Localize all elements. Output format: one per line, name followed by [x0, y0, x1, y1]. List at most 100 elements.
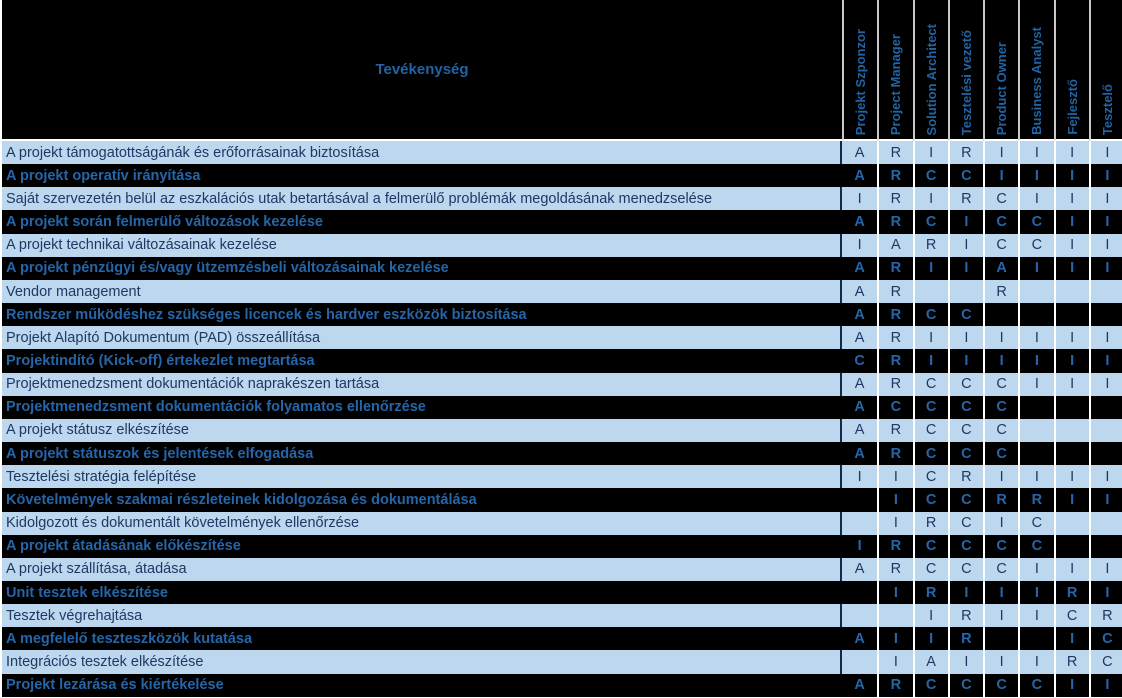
raci-cell: R: [912, 580, 948, 605]
raci-cell: I: [983, 326, 1019, 350]
raci-cell: C: [983, 557, 1019, 581]
raci-cell: I: [1053, 164, 1089, 188]
activity-cell: A projekt szállítása, átadása: [2, 557, 842, 581]
raci-cell: [1053, 418, 1089, 443]
raci-cell: C: [983, 534, 1019, 558]
raci-cell: I: [1018, 650, 1054, 674]
raci-cell: C: [912, 395, 948, 419]
raci-cell: I: [877, 511, 913, 535]
table-row: Projekt Alapító Dokumentum (PAD) összeál…: [2, 326, 1122, 350]
raci-cell: I: [912, 627, 948, 651]
raci-cell: A: [842, 557, 878, 581]
raci-cell: C: [983, 395, 1019, 419]
raci-cell: R: [1018, 488, 1054, 512]
table-row: Projektmenedzsment dokumentációk folyama…: [2, 395, 1122, 419]
raci-cell: I: [983, 164, 1019, 188]
raci-cell: [1088, 511, 1122, 535]
raci-cell: [842, 650, 878, 674]
raci-cell: I: [947, 256, 983, 280]
activity-cell: A projekt során felmerülő változások kez…: [2, 210, 842, 234]
table-row: A projekt státusz elkészítése A R C C C: [2, 418, 1122, 443]
table-row: Rendszer működéshez szükséges licencek é…: [2, 303, 1122, 327]
raci-cell: [1053, 303, 1089, 327]
raci-cell: C: [912, 488, 948, 512]
raci-cell: I: [1088, 326, 1122, 350]
raci-cell: C: [947, 511, 983, 535]
table-header: Tevékenység Projekt Szponzor Project Mana…: [2, 0, 1122, 141]
raci-cell: R: [877, 303, 913, 327]
raci-cell: C: [947, 442, 983, 466]
raci-cell: A: [912, 650, 948, 674]
raci-cell: A: [842, 627, 878, 651]
raci-cell: I: [1088, 580, 1122, 605]
raci-cell: A: [983, 256, 1019, 280]
raci-cell: I: [1053, 349, 1089, 373]
raci-cell: R: [877, 279, 913, 304]
role-column-header-label: Fejlesztő: [1064, 79, 1080, 135]
header-row: Tevékenység Projekt Szponzor Project Mana…: [2, 0, 1122, 141]
raci-cell: I: [877, 488, 913, 512]
table-row: Kidolgozott és dokumentált követelmények…: [2, 511, 1122, 535]
table-row: A projekt technikai változásainak kezelé…: [2, 233, 1122, 257]
raci-cell: I: [983, 650, 1019, 674]
raci-cell: R: [877, 256, 913, 280]
table-row: Tesztelési stratégia felépítése I I C R I I I I: [2, 465, 1122, 489]
raci-cell: [877, 604, 913, 628]
raci-cell: I: [1088, 465, 1122, 489]
activity-cell: Projekt Alapító Dokumentum (PAD) összeál…: [2, 326, 842, 350]
raci-cell: A: [842, 372, 878, 396]
raci-cell: C: [912, 465, 948, 489]
raci-cell: I: [1018, 256, 1054, 280]
raci-cell: I: [1053, 627, 1089, 651]
role-column-header-label: Projekt Szponzor: [853, 28, 869, 135]
raci-cell: C: [947, 534, 983, 558]
raci-cell: [1088, 395, 1122, 419]
raci-cell: C: [912, 372, 948, 396]
raci-cell: I: [983, 511, 1019, 535]
raci-cell: I: [1088, 488, 1122, 512]
raci-cell: C: [947, 303, 983, 327]
raci-cell: I: [1018, 372, 1054, 396]
raci-cell: [1053, 534, 1089, 558]
raci-cell: C: [983, 418, 1019, 443]
raci-cell: A: [877, 233, 913, 257]
raci-cell: I: [1088, 349, 1122, 373]
raci-cell: I: [1018, 187, 1054, 211]
raci-cell: I: [1053, 256, 1089, 280]
raci-cell: R: [947, 141, 983, 165]
raci-cell: A: [842, 210, 878, 234]
activity-cell: A projekt operatív irányítása: [2, 164, 842, 188]
raci-cell: C: [1018, 210, 1054, 234]
activity-cell: A projekt támogatottságánák és erőforrás…: [2, 141, 842, 165]
raci-cell: I: [1053, 210, 1089, 234]
raci-cell: I: [1053, 141, 1089, 165]
raci-cell: [1088, 418, 1122, 443]
raci-cell: [983, 303, 1019, 327]
table-row: Vendor management A R R: [2, 279, 1122, 304]
raci-cell: C: [947, 557, 983, 581]
raci-cell: I: [1053, 187, 1089, 211]
activity-cell: Tesztelési stratégia felépítése: [2, 465, 842, 489]
role-column-header-label: Tesztelő: [1099, 83, 1115, 135]
raci-cell: R: [877, 164, 913, 188]
raci-cell: I: [1088, 256, 1122, 280]
role-column-header: Tesztelési vezető: [947, 0, 983, 141]
raci-cell: C: [912, 442, 948, 466]
raci-cell: C: [983, 187, 1019, 211]
activity-cell: A projekt technikai változásainak kezelé…: [2, 233, 842, 257]
raci-cell: C: [983, 233, 1019, 257]
raci-cell: A: [842, 326, 878, 350]
activity-cell: Saját szervezetén belül az eszkalációs u…: [2, 187, 842, 211]
raci-cell: C: [1018, 673, 1054, 697]
raci-cell: [1053, 442, 1089, 466]
raci-cell: I: [1053, 465, 1089, 489]
role-column-header-label: Project Manager: [888, 33, 904, 135]
activity-cell: Projektmenedzsment dokumentációk napraké…: [2, 372, 842, 396]
table-row: Követelmények szakmai részleteinek kidol…: [2, 488, 1122, 512]
raci-cell: C: [983, 673, 1019, 697]
raci-cell: A: [842, 303, 878, 327]
raci-cell: I: [947, 580, 983, 605]
raci-cell: R: [877, 210, 913, 234]
raci-cell: I: [912, 604, 948, 628]
raci-cell: I: [1088, 141, 1122, 165]
